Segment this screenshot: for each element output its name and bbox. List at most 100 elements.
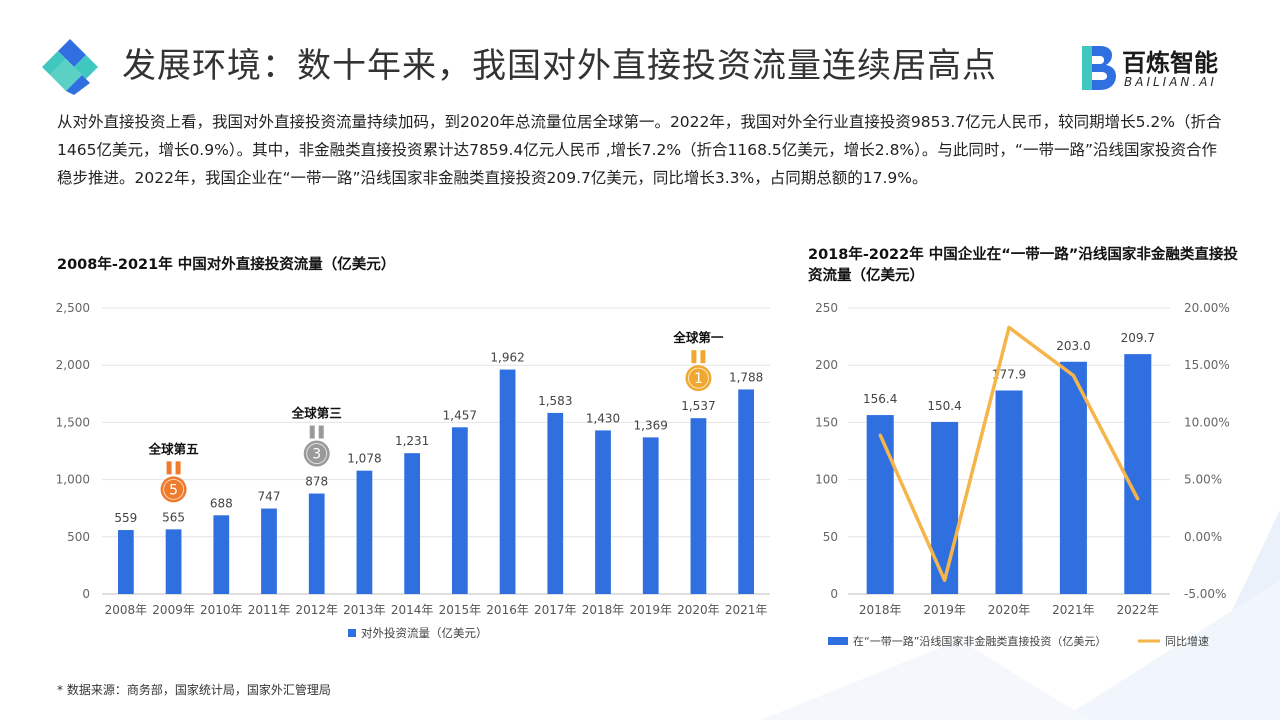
y-left-tick-label: 0 bbox=[830, 587, 838, 601]
gold-medal-icon bbox=[685, 365, 712, 392]
x-tick-label: 2022年 bbox=[1117, 603, 1160, 617]
legend-label-bar: 在“一带一路”沿线国家非金融类直接投资（亿美元） bbox=[853, 634, 1106, 648]
y-right-tick-label: -5.00% bbox=[1184, 587, 1226, 601]
medal-ring bbox=[687, 367, 709, 389]
y-left-tick-label: 100 bbox=[815, 473, 838, 487]
legend-label: 对外投资流量（亿美元） bbox=[361, 626, 488, 640]
data-label: 878 bbox=[305, 475, 328, 489]
bar bbox=[308, 493, 325, 594]
x-tick-label: 2015年 bbox=[439, 603, 482, 617]
medal-ribbon-right bbox=[700, 350, 706, 364]
y-tick-label: 2,000 bbox=[56, 358, 90, 372]
brand-name: 百炼智能 bbox=[1122, 49, 1218, 77]
data-label: 1,231 bbox=[395, 434, 429, 448]
x-tick-label: 2018年 bbox=[859, 603, 902, 617]
bar bbox=[404, 453, 421, 594]
logo-icon bbox=[42, 39, 98, 95]
x-tick-label: 2010年 bbox=[200, 603, 243, 617]
bar bbox=[1059, 361, 1087, 594]
medal-ring bbox=[163, 478, 185, 500]
data-label: 150.4 bbox=[927, 399, 961, 413]
x-tick-label: 2013年 bbox=[343, 603, 386, 617]
x-tick-label: 2008年 bbox=[105, 603, 148, 617]
data-label: 1,537 bbox=[681, 399, 715, 413]
y-right-tick-label: 15.00% bbox=[1184, 358, 1230, 372]
legend-swatch bbox=[348, 629, 356, 637]
x-tick-label: 2020年 bbox=[988, 603, 1031, 617]
x-tick-label: 2011年 bbox=[248, 603, 291, 617]
fdi-flow-bar-chart: 0 500 1,000 1,500 2,000 2,500 559 2008年 565 2009年… bbox=[56, 301, 770, 640]
legend-swatch-bar bbox=[828, 637, 848, 645]
bar bbox=[165, 529, 182, 594]
data-label: 1,962 bbox=[490, 351, 524, 365]
y-right-tick-label: 20.00% bbox=[1184, 301, 1230, 315]
medal-rank: 1 bbox=[694, 371, 703, 387]
page-title: 发展环境：数十年来，我国对外直接投资流量连续居高点 bbox=[122, 46, 997, 86]
y-right-tick-label: 0.00% bbox=[1184, 530, 1222, 544]
y-right-tick-label: 5.00% bbox=[1184, 473, 1222, 487]
bar bbox=[738, 389, 755, 594]
bar bbox=[356, 470, 373, 594]
data-label: 1,583 bbox=[538, 394, 572, 408]
bronze-medal-icon bbox=[160, 476, 187, 503]
rank-annotation: 全球第五 bbox=[148, 441, 200, 456]
bar bbox=[261, 508, 277, 594]
data-label: 1,078 bbox=[347, 452, 381, 466]
x-tick-label: 2016年 bbox=[486, 603, 529, 617]
belt-road-combo-chart: 0 50 100 150 200 250 -5.00% 0.00% 5.00% 10.00% 15.… bbox=[815, 301, 1230, 648]
bar bbox=[1124, 354, 1152, 594]
x-tick-label: 2019年 bbox=[629, 603, 672, 617]
data-label: 203.0 bbox=[1056, 339, 1090, 353]
data-label: 1,788 bbox=[729, 370, 763, 384]
data-label: 1,457 bbox=[443, 408, 477, 422]
y-tick-label: 1,000 bbox=[56, 473, 90, 487]
data-label: 565 bbox=[162, 510, 185, 524]
bar bbox=[866, 415, 894, 594]
growth-rate-point bbox=[1136, 497, 1140, 501]
y-left-tick-label: 250 bbox=[815, 301, 838, 315]
x-tick-label: 2017年 bbox=[534, 603, 577, 617]
silver-medal-icon bbox=[303, 440, 330, 467]
bar bbox=[931, 421, 959, 594]
bar bbox=[499, 369, 516, 594]
data-label: 209.7 bbox=[1121, 331, 1155, 345]
medal-ribbon-right bbox=[318, 425, 324, 439]
legend-label-line: 同比增速 bbox=[1165, 634, 1209, 648]
growth-rate-point bbox=[1071, 373, 1075, 377]
medal-ribbon-left bbox=[309, 425, 315, 439]
bar bbox=[213, 515, 230, 594]
y-left-tick-label: 50 bbox=[823, 530, 838, 544]
medal-ring bbox=[306, 443, 328, 465]
brand-subtitle: BAILIAN.AI bbox=[1124, 75, 1217, 89]
y-left-tick-label: 200 bbox=[815, 358, 838, 372]
rank-annotation: 全球第一 bbox=[672, 330, 724, 345]
data-label: 1,430 bbox=[586, 411, 620, 425]
y-tick-label: 0 bbox=[82, 587, 90, 601]
growth-rate-point bbox=[878, 433, 882, 437]
x-tick-label: 2020年 bbox=[677, 603, 720, 617]
right-chart-title: 2018年-2022年 中国企业在“一带一路”沿线国家非金融类直接投资流量（亿美… bbox=[808, 247, 1238, 284]
data-label: 1,369 bbox=[634, 418, 668, 432]
growth-rate-point bbox=[1007, 325, 1011, 329]
data-label: 559 bbox=[114, 511, 137, 525]
x-tick-label: 2021年 bbox=[1052, 603, 1095, 617]
x-tick-label: 2018年 bbox=[582, 603, 625, 617]
bar bbox=[642, 437, 659, 594]
medal-rank: 5 bbox=[169, 482, 178, 498]
data-source-note: * 数据来源：商务部，国家统计局，国家外汇管理局 bbox=[57, 683, 331, 697]
rank-annotation: 全球第三 bbox=[291, 406, 342, 421]
x-tick-label: 2014年 bbox=[391, 603, 434, 617]
medal-ribbon-left bbox=[166, 461, 172, 475]
bar bbox=[547, 412, 564, 594]
y-tick-label: 500 bbox=[67, 530, 90, 544]
brand-mark-icon bbox=[1082, 46, 1116, 90]
data-label: 688 bbox=[210, 496, 233, 510]
bar bbox=[595, 430, 611, 594]
x-tick-label: 2021年 bbox=[725, 603, 768, 617]
data-label: 156.4 bbox=[863, 392, 897, 406]
x-tick-label: 2012年 bbox=[295, 603, 338, 617]
bar bbox=[995, 390, 1023, 594]
growth-rate-point bbox=[943, 578, 947, 582]
bar bbox=[117, 530, 134, 594]
medal-ribbon-right bbox=[175, 461, 181, 475]
